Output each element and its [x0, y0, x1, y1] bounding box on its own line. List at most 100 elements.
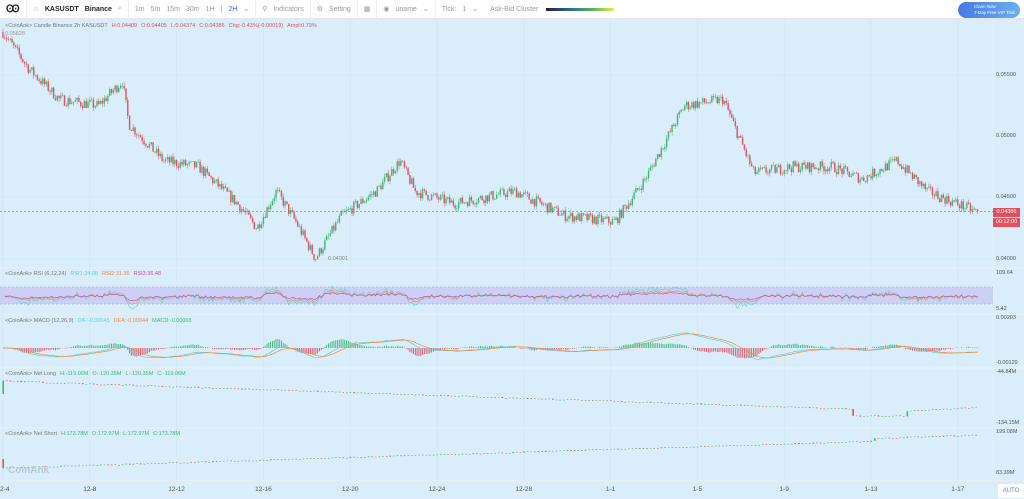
net-long-bar	[921, 410, 923, 411]
net-short-bar	[313, 458, 316, 459]
candle-body	[799, 169, 802, 172]
net-long-bar	[212, 388, 214, 389]
candle-body	[770, 165, 773, 170]
candle-body	[27, 64, 30, 73]
candle-body	[58, 95, 60, 99]
net-long-bar	[523, 397, 525, 399]
net-short-bar	[161, 463, 164, 465]
layout-button[interactable]: ▦	[358, 0, 378, 19]
chart-area[interactable]: <CoinAnk> Candle Binance 2h KASUSDT H:0.0…	[0, 19, 1024, 480]
candle-body	[937, 191, 939, 199]
net-short-bar	[700, 445, 703, 447]
symbol-selector[interactable]: ☆ KASUSDT Binance ⌕	[27, 0, 129, 19]
candle-body	[401, 160, 404, 162]
interval-30m[interactable]: 30m	[185, 5, 200, 13]
net-long-bar	[754, 405, 757, 407]
interval-2h[interactable]: 2H	[228, 5, 238, 13]
net-short-bar	[411, 455, 413, 456]
net-short-bar	[931, 435, 934, 437]
candle-body	[320, 248, 322, 254]
candle-body	[65, 105, 67, 107]
net-long-bar	[259, 389, 261, 391]
net-short-bar	[407, 455, 410, 456]
vip-trial-button[interactable]: Claim Now 7-Day Free VIP Trial	[958, 2, 1020, 18]
net-short-bar	[638, 448, 641, 449]
candle-body	[316, 256, 319, 260]
candle-body	[33, 67, 35, 76]
candle-body	[696, 101, 699, 108]
net-short-bar	[454, 454, 457, 455]
candle-body	[535, 196, 538, 207]
net-long-bar	[939, 408, 941, 410]
candle-body	[577, 213, 579, 220]
net-long-bar	[837, 408, 840, 410]
net-short-bar	[642, 448, 645, 449]
candle-body	[16, 46, 19, 48]
net-long-bar	[150, 385, 153, 386]
net-short-bar	[523, 451, 525, 453]
net-long-bar	[584, 400, 587, 401]
net-long-bar	[74, 382, 77, 384]
net-long-bar	[71, 382, 73, 384]
candle-body	[781, 173, 784, 175]
net-long-bar	[255, 389, 258, 390]
user-select[interactable]: ◉ uname ⌄	[377, 0, 436, 19]
candle-body	[669, 131, 671, 133]
net-long-bar	[201, 387, 203, 389]
chart-canvas[interactable]	[0, 19, 1024, 480]
net-long-bar	[186, 386, 189, 388]
color-scale-slider[interactable]	[546, 8, 614, 11]
candle-body	[184, 160, 187, 166]
candle-body	[212, 177, 214, 184]
time-axis[interactable]: 12-4 12-8 12-12 12-16 12-20 12-24 12-28 1-1 1-5 1…	[0, 480, 1024, 499]
auto-scale-button[interactable]: AUTO	[998, 484, 1024, 498]
interval-5m[interactable]: 5m	[150, 5, 161, 13]
net-long-bar	[772, 406, 775, 408]
candle-body	[479, 196, 482, 198]
net-short-bar	[939, 436, 941, 437]
setting-button[interactable]: ⚙ Setting	[311, 0, 358, 19]
candle-body	[570, 212, 572, 217]
net-short-bar	[689, 446, 692, 448]
star-icon[interactable]: ☆	[32, 6, 39, 13]
candle-body	[436, 193, 438, 198]
candle-body	[946, 196, 948, 204]
candle-body	[633, 192, 635, 199]
candle-body	[69, 98, 71, 105]
net-long-bar	[317, 390, 319, 392]
candle-body	[423, 189, 426, 191]
candle-body	[510, 188, 512, 194]
net-long-bar	[671, 403, 674, 404]
search-icon[interactable]: ⌕	[117, 5, 122, 12]
net-short-bar	[530, 451, 533, 453]
candle-body	[658, 154, 661, 157]
indicators-button[interactable]: ⚲ Indicators	[256, 0, 311, 19]
net-short-bar	[747, 445, 750, 446]
candle-body	[2, 32, 4, 38]
interval-15m[interactable]: 15m	[166, 5, 180, 13]
candle-body	[137, 135, 140, 136]
interval-1m[interactable]: 1m	[134, 5, 145, 13]
candle-body	[136, 134, 138, 136]
net-short-bar	[949, 435, 952, 437]
net-short-bar	[295, 458, 297, 460]
net-long-bar	[913, 410, 916, 411]
net-long-bar	[248, 388, 250, 390]
net-long-bar	[960, 407, 963, 409]
candle-body	[376, 186, 379, 197]
interval-1h[interactable]: 1H	[205, 5, 215, 13]
net-short-bar	[613, 448, 616, 450]
candle-body	[709, 102, 711, 104]
net-short-bar	[6, 467, 8, 469]
net-short-bar	[382, 456, 384, 458]
chevron-down-icon[interactable]: ⌄	[243, 6, 250, 13]
candle-body	[186, 163, 189, 166]
candle-body	[470, 197, 473, 201]
candle-body	[600, 215, 603, 223]
candle-body	[571, 212, 574, 222]
candle-body	[452, 200, 454, 206]
candle-body	[403, 161, 406, 168]
candle-body	[99, 100, 102, 104]
tick-select[interactable]: Tick: 1 ⌄	[441, 5, 479, 14]
candle-body	[242, 209, 245, 212]
